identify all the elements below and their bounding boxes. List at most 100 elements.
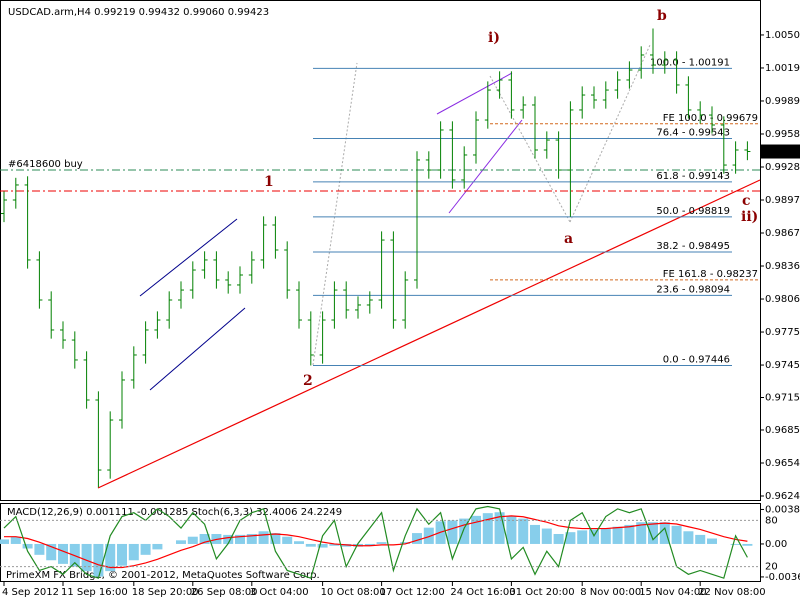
macd-bar xyxy=(482,513,493,544)
chart-title: USDCAD.arm,H4 0.99219 0.99432 0.99060 0.… xyxy=(8,7,269,18)
order-label: #6418600 buy xyxy=(8,159,83,170)
fib-label: 38.2 - 0.98495 xyxy=(656,241,730,252)
macd-bar xyxy=(317,543,328,548)
macd-bar xyxy=(364,543,375,546)
y-tick-label: 0.98365 xyxy=(765,261,800,272)
x-tick-label: 15 Nov 04:00 xyxy=(639,587,706,598)
x-tick-label: 11 Sep 16:00 xyxy=(61,587,128,598)
macd-bar xyxy=(329,543,340,546)
channel-line xyxy=(139,218,238,297)
macd-bar xyxy=(412,533,422,544)
wave-label: ii) xyxy=(741,209,758,225)
fe-label: FE 161.8 - 0.98237 xyxy=(663,269,758,280)
macd-bar xyxy=(93,543,104,577)
macd-bar xyxy=(10,536,21,544)
current-price: 0.99423 xyxy=(763,147,800,158)
macd-bar xyxy=(223,534,234,544)
wave-label: i) xyxy=(488,30,500,46)
macd-bar xyxy=(235,534,245,544)
y-tick-label: 0.98975 xyxy=(765,195,800,206)
macd-bar xyxy=(541,528,552,544)
price-box xyxy=(761,144,800,159)
x-tick-label: 4 Sep 2012 xyxy=(2,587,59,598)
macd-tick-label: 0.003808 xyxy=(765,504,800,515)
fib-label: 23.6 - 0.98094 xyxy=(656,284,730,295)
wave-label: a xyxy=(564,231,573,247)
x-tick-label: 8 Nov 00:00 xyxy=(580,587,641,598)
macd-bar xyxy=(447,520,458,544)
macd-bar xyxy=(730,543,741,545)
macd-bar xyxy=(258,531,269,544)
macd-bar xyxy=(648,522,658,544)
macd-bar xyxy=(530,524,540,544)
fib-label: 61.8 - 0.99143 xyxy=(656,171,730,182)
y-tick-label: 0.96240 xyxy=(765,491,800,502)
trend-line xyxy=(97,179,761,489)
macd-bar xyxy=(459,518,470,544)
fe-label: FE 100.0 - 0.99679 xyxy=(663,113,758,124)
macd-bar xyxy=(187,536,198,544)
macd-bar xyxy=(176,540,186,544)
macd-bar xyxy=(152,543,163,550)
y-tick-label: 1.00195 xyxy=(765,63,800,74)
macd-bar xyxy=(553,533,564,544)
macd-bar xyxy=(58,543,68,564)
macd-bar xyxy=(624,524,635,544)
macd-bar xyxy=(742,543,753,546)
y-tick-label: 0.99585 xyxy=(765,129,800,140)
macd-bar xyxy=(707,538,717,544)
macd-bar xyxy=(34,543,45,555)
signal-line xyxy=(4,515,748,569)
y-tick-label: 0.96545 xyxy=(765,458,800,469)
macd-bar xyxy=(81,543,92,572)
x-tick-label: 24 Oct 16:00 xyxy=(450,587,515,598)
channel-line xyxy=(448,119,523,214)
y-tick-label: 0.97755 xyxy=(765,327,800,338)
macd-bar xyxy=(270,533,281,544)
macd-bar xyxy=(600,528,611,544)
x-tick-label: 17 Oct 12:00 xyxy=(380,587,445,598)
fib-label: 76.4 - 0.99543 xyxy=(656,128,730,139)
stoch-line xyxy=(3,505,748,579)
channel-line xyxy=(149,307,246,391)
macd-bar xyxy=(612,526,623,544)
fib-label: 100.0 - 1.00191 xyxy=(650,57,730,68)
macd-bar xyxy=(659,522,670,544)
macd-bar xyxy=(400,542,411,544)
macd-bar xyxy=(128,543,139,561)
wave-label: 1 xyxy=(264,174,274,190)
macd-bar xyxy=(636,522,647,544)
fib-label: 0.0 - 0.97446 xyxy=(663,354,730,365)
indicator-title: MACD(12,26,9) 0.001111 -0.001285 Stoch(6… xyxy=(7,507,342,518)
macd-bar xyxy=(305,543,316,547)
macd-tick-label: 0.00 xyxy=(765,539,787,550)
macd-bar xyxy=(376,542,387,544)
footer: PrimeXM FX Bridge, © 2001-2012, MetaQuot… xyxy=(6,570,320,581)
macd-bar xyxy=(46,543,57,561)
macd-bar xyxy=(683,531,694,544)
x-tick-label: 22 Nov 08:00 xyxy=(698,587,765,598)
macd-bar xyxy=(471,515,481,544)
x-tick-label: 10 Oct 08:00 xyxy=(321,587,386,598)
stoch-tick-label: 20 xyxy=(765,562,778,573)
wave-label: 2 xyxy=(303,373,313,389)
macd-bar xyxy=(671,525,682,544)
macd-bar xyxy=(518,518,529,544)
x-tick-label: 3 Oct 04:00 xyxy=(250,587,309,598)
macd-bar xyxy=(105,543,116,572)
macd-bar xyxy=(506,515,517,544)
fib-label: 50.0 - 0.98819 xyxy=(656,206,730,217)
macd-bar xyxy=(565,532,576,544)
macd-bar xyxy=(577,530,588,544)
x-tick-label: 26 Sep 08:00 xyxy=(191,587,258,598)
macd-bar xyxy=(294,541,304,544)
